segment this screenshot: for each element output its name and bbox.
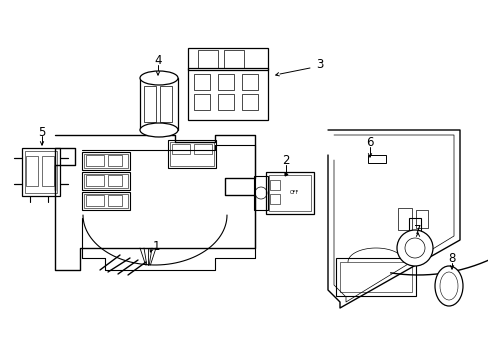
Bar <box>187 48 267 70</box>
Bar <box>25 151 57 193</box>
Bar <box>160 86 172 122</box>
Bar <box>415 210 427 228</box>
Text: 1: 1 <box>152 239 160 252</box>
Bar <box>82 152 130 170</box>
Text: 7: 7 <box>413 224 421 237</box>
Bar <box>242 94 258 110</box>
Bar <box>194 74 209 90</box>
Bar <box>408 218 420 236</box>
Bar <box>170 142 214 166</box>
Bar <box>339 262 411 292</box>
Bar <box>224 50 244 68</box>
Bar <box>84 174 128 188</box>
Text: 2: 2 <box>282 154 289 167</box>
Bar <box>168 140 216 168</box>
Bar <box>269 194 280 204</box>
Bar <box>108 155 122 166</box>
Ellipse shape <box>140 71 178 85</box>
Bar <box>253 176 267 210</box>
Bar <box>218 94 234 110</box>
Bar <box>187 68 267 120</box>
Circle shape <box>396 230 432 266</box>
Text: 6: 6 <box>366 135 373 148</box>
Bar <box>335 258 415 296</box>
Bar <box>84 154 128 168</box>
Text: 4: 4 <box>154 54 162 67</box>
Bar <box>218 74 234 90</box>
Bar <box>140 78 178 130</box>
Bar <box>269 180 280 190</box>
Bar <box>108 195 122 206</box>
Bar <box>84 194 128 208</box>
Bar <box>86 195 104 206</box>
Bar <box>26 156 38 186</box>
Text: 3: 3 <box>316 58 323 72</box>
Bar <box>367 155 385 163</box>
Bar <box>86 155 104 166</box>
Bar <box>194 94 209 110</box>
Text: 8: 8 <box>447 252 455 265</box>
Bar <box>82 192 130 210</box>
Bar <box>42 156 54 186</box>
Ellipse shape <box>140 123 178 137</box>
Bar <box>268 175 310 211</box>
Bar <box>143 86 156 122</box>
Text: 5: 5 <box>38 126 45 139</box>
Bar <box>265 172 313 214</box>
Bar <box>22 148 60 196</box>
Bar <box>198 50 218 68</box>
Bar <box>242 74 258 90</box>
Bar <box>108 175 122 186</box>
Bar <box>86 175 104 186</box>
Bar <box>172 144 190 154</box>
Bar <box>82 172 130 190</box>
Bar <box>194 144 212 154</box>
Bar <box>397 208 411 230</box>
Ellipse shape <box>434 266 462 306</box>
Text: OFF: OFF <box>289 190 298 195</box>
